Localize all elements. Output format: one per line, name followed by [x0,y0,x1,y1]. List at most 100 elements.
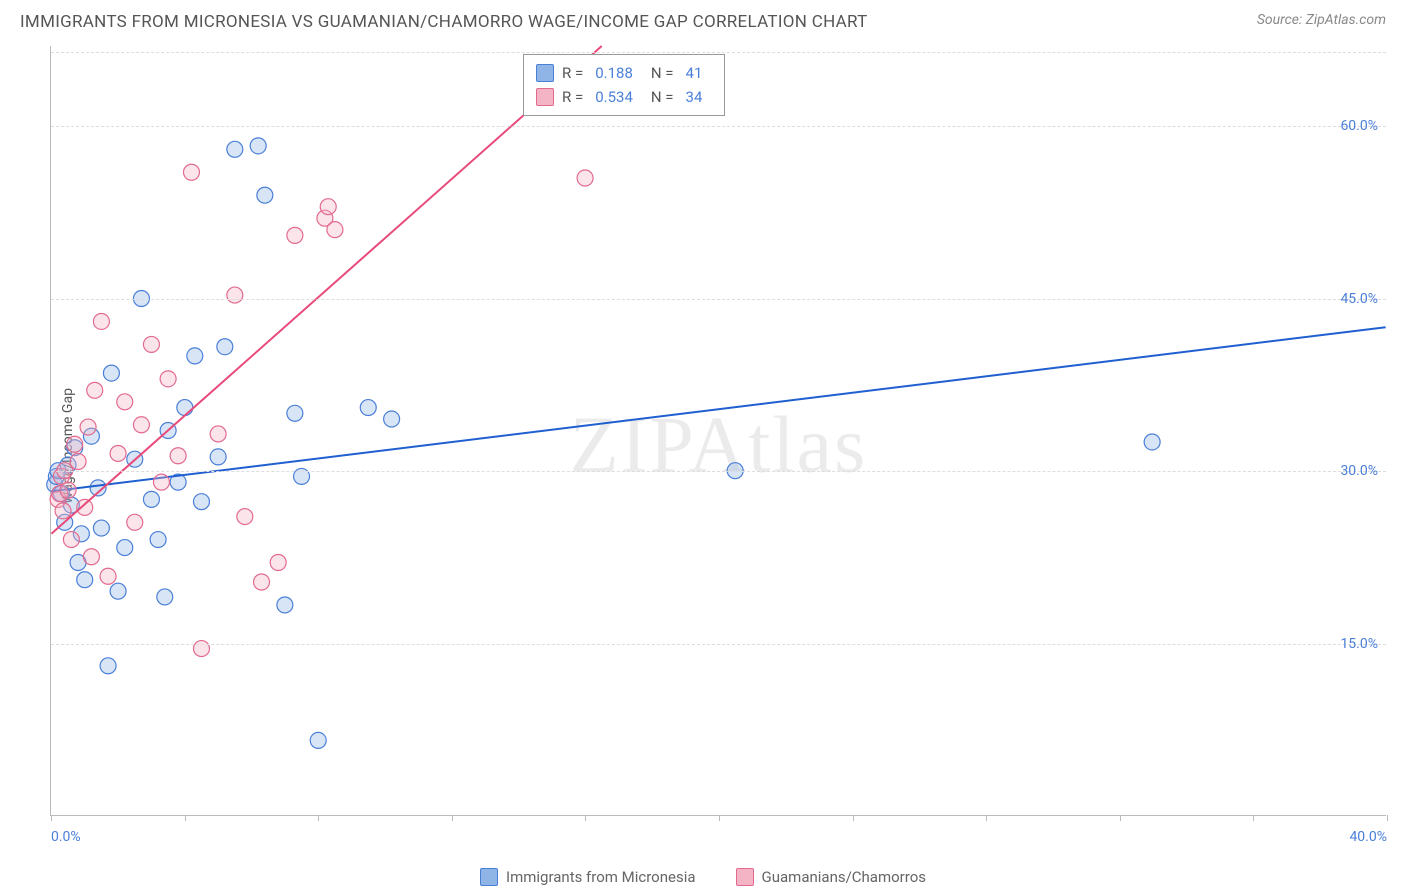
data-point [110,583,126,599]
x-tick [318,815,319,821]
data-point [153,474,169,490]
data-point [93,520,109,536]
legend-swatch-icon [480,868,498,886]
y-tick-label: 15.0% [1340,636,1378,652]
x-tick-label: 40.0% [1349,829,1387,845]
legend-item: Immigrants from Micronesia [480,868,696,886]
data-point [287,227,303,243]
data-point [127,514,143,530]
y-tick-label: 45.0% [1340,291,1378,307]
data-point [117,540,133,556]
x-tick [853,815,854,821]
data-point [133,417,149,433]
x-tick [1387,815,1388,821]
data-point [103,365,119,381]
correlation-stats-box: R = 0.188 N = 41 R = 0.534 N = 34 [523,54,725,116]
gridline-h [51,299,1386,300]
gridline-h [51,126,1386,127]
r-label: R = [562,85,583,109]
n-value: 34 [686,85,703,109]
data-point [277,597,293,613]
y-tick-label: 60.0% [1340,118,1378,134]
source-label: Source: ZipAtlas.com [1257,12,1386,28]
regression-line [51,46,601,534]
x-tick [185,815,186,821]
data-point [83,549,99,565]
data-point [310,732,326,748]
legend: Immigrants from Micronesia Guamanians/Cha… [0,868,1406,886]
r-value: 0.188 [595,61,633,85]
data-point [183,164,199,180]
legend-swatch-icon [736,868,754,886]
data-point [257,187,273,203]
y-tick-label: 30.0% [1340,463,1378,479]
data-point [77,499,93,515]
gridline-h [51,644,1386,645]
data-point [143,491,159,507]
data-point [210,426,226,442]
data-point [160,371,176,387]
data-point [193,494,209,510]
data-point [157,589,173,605]
data-point [577,170,593,186]
regression-line [51,327,1385,491]
chart-title: IMMIGRANTS FROM MICRONESIA VS GUAMANIAN/… [20,12,868,32]
data-point [77,572,93,588]
data-point [60,482,76,498]
legend-label: Guamanians/Chamorros [762,868,926,886]
legend-item: Guamanians/Chamorros [736,868,926,886]
data-point [320,199,336,215]
n-label: N = [651,85,674,109]
x-tick [1253,815,1254,821]
data-point [217,339,233,355]
x-tick-label: 0.0% [51,829,81,845]
legend-swatch-icon [536,88,554,106]
r-value: 0.534 [595,85,633,109]
data-point [67,436,83,452]
data-point [360,400,376,416]
data-point [87,382,103,398]
data-point [93,313,109,329]
n-label: N = [651,61,674,85]
data-point [327,222,343,238]
data-point [55,503,71,519]
data-point [143,336,159,352]
data-point [110,445,126,461]
data-point [1144,434,1160,450]
data-point [117,394,133,410]
data-point [100,658,116,674]
data-point [227,141,243,157]
stats-row: R = 0.534 N = 34 [536,85,712,109]
x-tick [452,815,453,821]
data-point [100,568,116,584]
x-tick [585,815,586,821]
data-point [80,419,96,435]
data-point [227,287,243,303]
r-label: R = [562,61,583,85]
data-point [287,405,303,421]
legend-label: Immigrants from Micronesia [506,868,696,886]
data-point [63,532,79,548]
gridline-h [51,52,1386,53]
n-value: 41 [686,61,703,85]
x-tick [719,815,720,821]
data-point [170,448,186,464]
data-point [254,574,270,590]
data-point [150,532,166,548]
gridline-h [51,471,1386,472]
data-point [270,555,286,571]
data-point [384,411,400,427]
data-point [250,138,266,154]
data-point [210,449,226,465]
data-point [70,453,86,469]
data-point [187,348,203,364]
x-tick [1120,815,1121,821]
chart-plot-area: ZIPAtlas R =0.188N =41R =0.534N =34 15.0… [50,46,1386,816]
x-tick [51,815,52,821]
legend-swatch-icon [536,64,554,82]
data-point [177,400,193,416]
x-tick [986,815,987,821]
scatter-svg [51,46,1386,815]
data-point [237,509,253,525]
stats-row: R = 0.188 N = 41 [536,61,712,85]
